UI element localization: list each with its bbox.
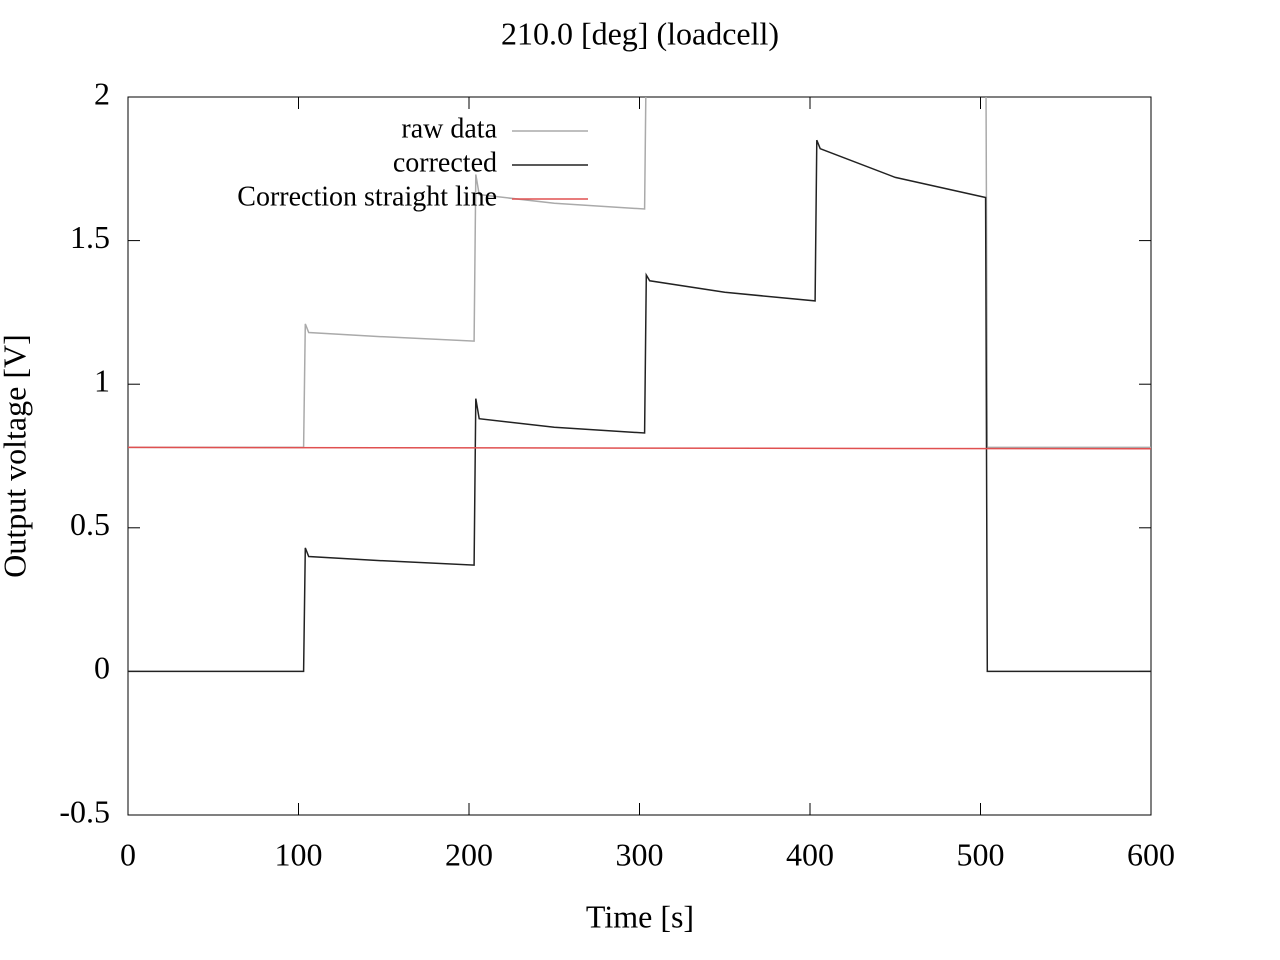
x-tick-label: 500 [957, 836, 1005, 872]
y-tick-label: 0.5 [70, 506, 110, 542]
y-tick-label: 1.5 [70, 219, 110, 255]
y-tick-label: 0 [94, 650, 110, 686]
x-tick-label: 200 [445, 836, 493, 872]
series-line [128, 97, 1151, 449]
y-tick-label: 1 [94, 363, 110, 399]
x-tick-label: 300 [616, 836, 664, 872]
series-line [128, 139, 1151, 673]
x-tick-label: 600 [1127, 836, 1175, 872]
x-axis-label: Time [s] [586, 898, 694, 934]
plot-area [128, 97, 1151, 673]
y-tick-label: 2 [94, 75, 110, 111]
x-tick-label: 100 [275, 836, 323, 872]
y-tick-label: -0.5 [59, 793, 110, 829]
series-line [128, 446, 1151, 450]
x-tick-label: 0 [120, 836, 136, 872]
chart-title: 210.0 [deg] (loadcell) [501, 15, 779, 51]
legend-label: Correction straight line [237, 181, 497, 212]
legend-label: raw data [401, 113, 497, 144]
y-axis-label: Output voltage [V] [0, 334, 32, 578]
x-tick-label: 400 [786, 836, 834, 872]
legend-label: corrected [393, 147, 497, 178]
